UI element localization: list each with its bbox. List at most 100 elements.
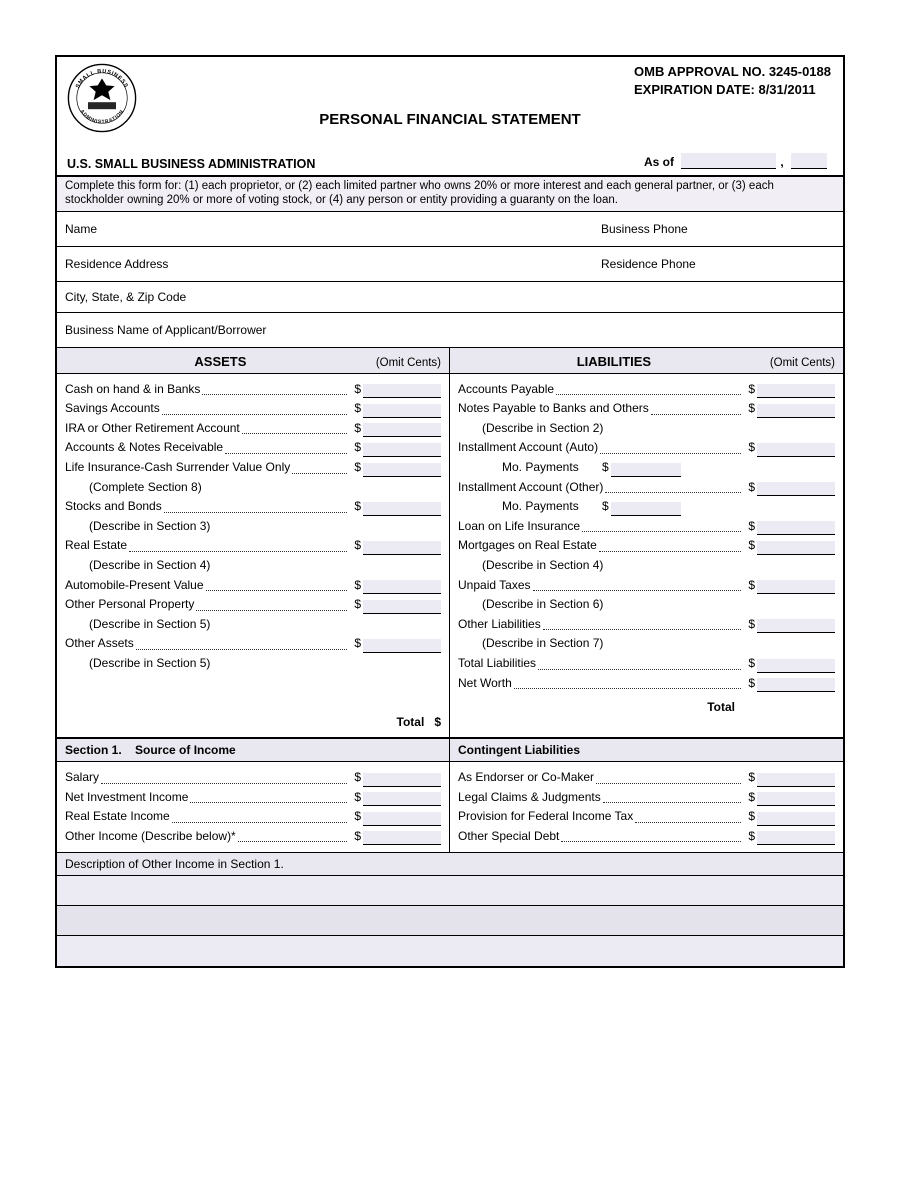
as-of-year-field[interactable] bbox=[791, 153, 827, 169]
amount-field[interactable] bbox=[757, 580, 835, 594]
amount-field[interactable] bbox=[757, 384, 835, 398]
amount-field[interactable] bbox=[757, 619, 835, 633]
residence-phone-label: Residence Phone bbox=[593, 247, 843, 281]
contingent-line: As Endorser or Co-Maker$ bbox=[458, 768, 835, 787]
mo-payments-field[interactable] bbox=[611, 463, 681, 477]
leader-dots bbox=[206, 590, 347, 591]
currency-symbol: $ bbox=[743, 654, 755, 673]
currency-symbol: $ bbox=[349, 827, 361, 846]
liabilities-column: Accounts Payable$Notes Payable to Banks … bbox=[450, 374, 843, 738]
currency-symbol: $ bbox=[743, 380, 755, 399]
leader-dots bbox=[514, 688, 741, 689]
line-label: Other Income (Describe below)* bbox=[65, 827, 236, 846]
liabilities-header-cell: LIABILITIES (Omit Cents) bbox=[450, 348, 843, 373]
as-of-date-field[interactable] bbox=[681, 153, 776, 169]
leader-dots bbox=[129, 551, 347, 552]
liabilities-total-label: Total bbox=[458, 698, 745, 717]
amount-field[interactable] bbox=[363, 423, 441, 437]
amount-field[interactable] bbox=[363, 404, 441, 418]
amount-field[interactable] bbox=[757, 443, 835, 457]
income-line: Other Income (Describe below)* $ bbox=[65, 827, 441, 846]
line-label: Automobile-Present Value bbox=[65, 576, 204, 595]
mo-payments-field[interactable] bbox=[611, 502, 681, 516]
residence-address-label: Residence Address bbox=[57, 247, 593, 281]
leader-dots bbox=[635, 822, 741, 823]
line-label: Salary bbox=[65, 768, 99, 787]
liability-line: Notes Payable to Banks and Others$ bbox=[458, 399, 835, 418]
amount-field[interactable] bbox=[363, 463, 441, 477]
asset-line: Life Insurance-Cash Surrender Value Only… bbox=[65, 458, 441, 477]
amount-field[interactable] bbox=[363, 541, 441, 555]
line-label: Other Personal Property bbox=[65, 595, 194, 614]
amount-field[interactable] bbox=[363, 600, 441, 614]
amount-field[interactable] bbox=[363, 831, 441, 845]
row-business-name: Business Name of Applicant/Borrower bbox=[57, 313, 843, 348]
currency-symbol: $ bbox=[349, 768, 361, 787]
leader-dots bbox=[582, 531, 741, 532]
amount-field[interactable] bbox=[757, 521, 835, 535]
currency-symbol: $ bbox=[349, 399, 361, 418]
amount-field[interactable] bbox=[757, 831, 835, 845]
amount-field[interactable] bbox=[757, 792, 835, 806]
liability-line: Unpaid Taxes$ bbox=[458, 576, 835, 595]
leader-dots bbox=[196, 610, 347, 611]
as-of-label: As of bbox=[644, 155, 674, 169]
asset-line: IRA or Other Retirement Account $ bbox=[65, 419, 441, 438]
leader-dots bbox=[242, 433, 347, 434]
liability-line: Other Liabilities$ bbox=[458, 615, 835, 634]
amount-field[interactable] bbox=[363, 502, 441, 516]
currency-symbol: $ bbox=[743, 807, 755, 826]
description-blank-row[interactable] bbox=[57, 906, 843, 936]
line-label: IRA or Other Retirement Account bbox=[65, 419, 240, 438]
income-contingent-body: Salary$Net Investment Income$Real Estate… bbox=[57, 762, 843, 853]
currency-symbol: $ bbox=[597, 458, 609, 477]
line-label: Loan on Life Insurance bbox=[458, 517, 580, 536]
assets-column: Cash on hand & in Banks$Savings Accounts… bbox=[57, 374, 450, 738]
currency-symbol: $ bbox=[743, 517, 755, 536]
amount-field[interactable] bbox=[363, 580, 441, 594]
contingent-column: As Endorser or Co-Maker$Legal Claims & J… bbox=[450, 762, 843, 852]
amount-field[interactable] bbox=[363, 792, 441, 806]
liability-describe-note: (Describe in Section 4) bbox=[458, 556, 835, 575]
amount-field[interactable] bbox=[363, 639, 441, 653]
line-label: Installment Account (Auto) bbox=[458, 438, 598, 457]
line-label: Accounts Payable bbox=[458, 380, 554, 399]
amount-field[interactable] bbox=[757, 812, 835, 826]
amount-field[interactable] bbox=[363, 384, 441, 398]
liability-describe-note: (Describe in Section 7) bbox=[458, 634, 835, 653]
leader-dots bbox=[238, 841, 347, 842]
currency-symbol: $ bbox=[743, 674, 755, 693]
asset-line: Cash on hand & in Banks$ bbox=[65, 380, 441, 399]
line-label: Notes Payable to Banks and Others bbox=[458, 399, 649, 418]
asset-describe-note: (Describe in Section 4) bbox=[65, 556, 441, 575]
liability-line: Installment Account (Other)$ bbox=[458, 478, 835, 497]
income-line: Salary $ bbox=[65, 768, 441, 787]
leader-dots bbox=[202, 394, 347, 395]
leader-dots bbox=[603, 802, 741, 803]
page: SMALL BUSINESS ADMINISTRATION OMB APPROV… bbox=[0, 0, 900, 968]
amount-field[interactable] bbox=[757, 659, 835, 673]
leader-dots bbox=[561, 841, 741, 842]
description-blank-row[interactable] bbox=[57, 876, 843, 906]
amount-field[interactable] bbox=[757, 482, 835, 496]
agency-name: U.S. SMALL BUSINESS ADMINISTRATION bbox=[67, 157, 315, 171]
amount-field[interactable] bbox=[757, 773, 835, 787]
line-label: Net Worth bbox=[458, 674, 512, 693]
amount-field[interactable] bbox=[363, 773, 441, 787]
line-label: Stocks and Bonds bbox=[65, 497, 162, 516]
amount-field[interactable] bbox=[363, 812, 441, 826]
form-header: SMALL BUSINESS ADMINISTRATION OMB APPROV… bbox=[57, 57, 843, 177]
liability-mo-payments-line: Mo. Payments$ bbox=[458, 458, 835, 477]
amount-field[interactable] bbox=[757, 678, 835, 692]
contingent-line: Other Special Debt$ bbox=[458, 827, 835, 846]
liability-describe-note: (Describe in Section 2) bbox=[458, 419, 835, 438]
currency-symbol: $ bbox=[349, 419, 361, 438]
row-city-state-zip: City, State, & Zip Code bbox=[57, 282, 843, 313]
leader-dots bbox=[556, 394, 741, 395]
other-income-description-label: Description of Other Income in Section 1… bbox=[57, 853, 843, 876]
amount-field[interactable] bbox=[757, 404, 835, 418]
amount-field[interactable] bbox=[363, 443, 441, 457]
business-name-label: Business Name of Applicant/Borrower bbox=[57, 313, 843, 347]
amount-field[interactable] bbox=[757, 541, 835, 555]
description-blank-row[interactable] bbox=[57, 936, 843, 966]
